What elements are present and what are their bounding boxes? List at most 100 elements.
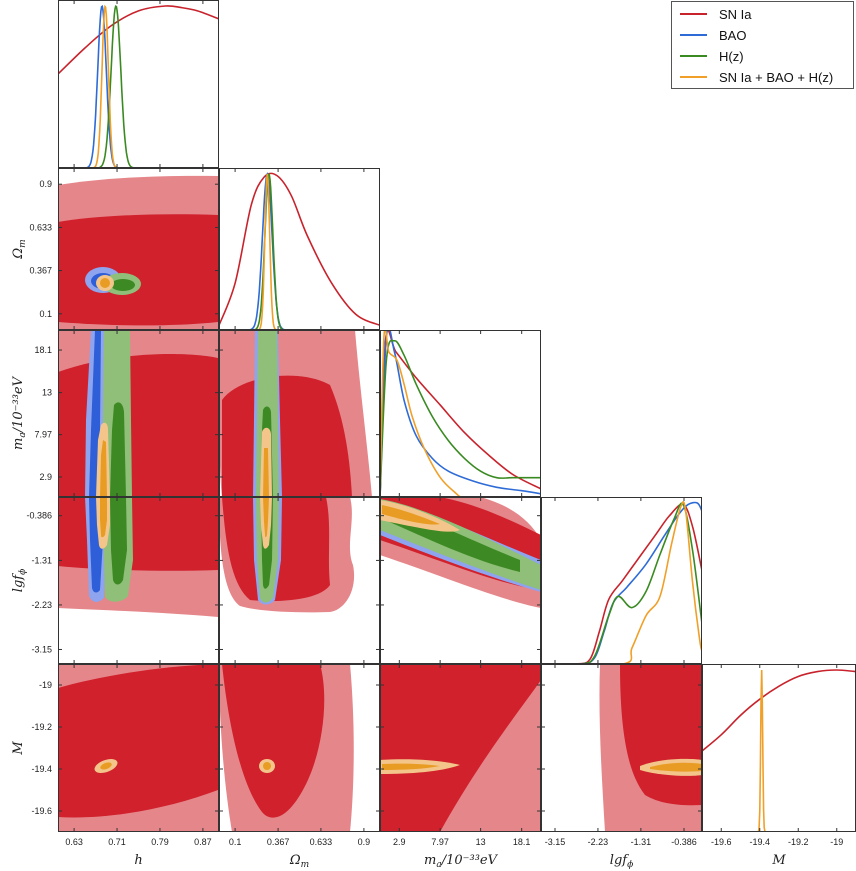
marginal-lgf-h-z- — [541, 502, 702, 664]
x-tick-label-Om: 0.367 — [267, 837, 290, 847]
x-tick-label-lgf: -1.31 — [631, 837, 652, 847]
joint-contour-68 — [100, 278, 110, 288]
panel-frame-4-4 — [702, 664, 856, 832]
contour-panel-om-h — [58, 175, 218, 330]
joint-contour-68 — [650, 762, 702, 772]
x-axis-label-Om: Ωm — [289, 853, 309, 870]
y-axis-label-lgf: lgfϕ — [11, 569, 28, 592]
panel-frame-0-0 — [58, 0, 219, 168]
sn-contour-68 — [222, 375, 352, 497]
sn-contour-68 — [222, 664, 325, 818]
x-tick-label-Om: 0.1 — [229, 837, 242, 847]
x-tick-label-h: 0.71 — [108, 837, 126, 847]
x-tick-label-h: 0.79 — [151, 837, 169, 847]
contour-panel-lgf-om — [219, 497, 355, 613]
legend: SN Ia BAO H(z) SN Ia + BAO + H(z) — [671, 1, 854, 89]
x-tick-label-M: -19.6 — [711, 837, 732, 847]
joint-contour-68 — [100, 497, 107, 538]
legend-swatch-joint — [680, 76, 707, 78]
panel-frame-3-3 — [541, 497, 702, 664]
panel-frame-3-2 — [380, 497, 541, 664]
x-axis-label-ma: ma/10⁻³³eV — [424, 853, 499, 870]
y-axis-label-M: M — [11, 741, 26, 756]
contour-panel-m-ma — [380, 664, 541, 832]
marginal-Om-sn-ia-bao-h-z- — [219, 173, 380, 330]
joint-contour-68 — [100, 440, 107, 497]
y-tick-label-lgf: -1.31 — [31, 555, 52, 565]
joint-contour-68 — [263, 497, 269, 538]
hz-contour-68 — [110, 497, 127, 585]
sn-contour-68 — [58, 353, 218, 497]
y-tick-label-M: -19.4 — [31, 764, 52, 774]
legend-entry-bao: BAO — [680, 26, 746, 44]
x-tick-label-M: -19.2 — [788, 837, 809, 847]
x-tick-label-Om: 0.9 — [358, 837, 371, 847]
x-tick-label-ma: 18.1 — [513, 837, 531, 847]
sn-contour-68 — [58, 214, 218, 326]
y-tick-label-ma: 2.9 — [39, 472, 52, 482]
panel-frame-4-0 — [58, 664, 219, 832]
panel-frame-1-0 — [58, 168, 219, 330]
marginal-M-sn-ia-bao-h-z- — [702, 669, 856, 832]
panel-frame-2-0 — [58, 330, 219, 497]
legend-swatch-sn — [680, 13, 707, 15]
contour-panel-m-om — [219, 664, 354, 832]
y-tick-label-Om: 0.9 — [39, 179, 52, 189]
legend-entry-joint: SN Ia + BAO + H(z) — [680, 68, 833, 86]
x-tick-label-h: 0.87 — [194, 837, 212, 847]
y-tick-label-M: -19.6 — [31, 806, 52, 816]
marginal-h-sn-ia — [58, 5, 219, 75]
contour-panel-m-h — [58, 664, 218, 832]
joint-contour-68 — [382, 505, 440, 525]
panel-frame-4-2 — [380, 664, 541, 832]
panel-frame-1-1 — [219, 168, 380, 330]
x-tick-label-Om: 0.633 — [310, 837, 333, 847]
joint-contour-68 — [263, 448, 269, 497]
x-tick-label-lgf: -0.386 — [671, 837, 697, 847]
legend-label-bao: BAO — [719, 27, 747, 43]
x-tick-label-lgf: -2.23 — [588, 837, 609, 847]
panel-frame-4-3 — [541, 664, 702, 832]
x-tick-label-ma: 13 — [476, 837, 486, 847]
x-tick-label-M: -19 — [830, 837, 843, 847]
y-tick-label-M: -19 — [39, 680, 52, 690]
marginal-ma-sn-ia-bao-h-z- — [380, 330, 461, 497]
x-axis-label-M: M — [771, 853, 786, 868]
y-tick-label-ma: 13 — [42, 388, 52, 398]
marginal-lgf-bao — [541, 501, 702, 664]
marginal-h-sn-ia-bao-h-z- — [58, 4, 219, 168]
axis-ticks: 0.63 0.71 0.79 0.87 0.1 0.367 0.633 0.9 2.9 7.97 1… — [26, 0, 843, 847]
marginal-M-sn-ia — [702, 669, 856, 752]
marginal-ma-h-z- — [380, 339, 541, 497]
sn-contour-68 — [380, 664, 541, 832]
legend-label-hz: H(z) — [719, 48, 744, 64]
y-axis-label-ma: ma/10⁻³³eV — [11, 375, 28, 450]
legend-label-joint: SN Ia + BAO + H(z) — [719, 69, 834, 85]
hz-contour-68 — [111, 279, 135, 291]
sn-contour-68 — [58, 664, 218, 818]
x-axis-label-h: h — [134, 853, 142, 868]
x-tick-label-M: -19.4 — [749, 837, 770, 847]
sn-contour-68 — [58, 497, 218, 571]
marginal-lgf-sn-ia — [541, 503, 702, 664]
panel-frame-3-0 — [58, 497, 219, 664]
marginal-Om-sn-ia — [219, 172, 380, 327]
marginal-h-h-z- — [58, 4, 219, 168]
y-tick-label-Om: 0.1 — [39, 309, 52, 319]
contour-panel-ma-om — [219, 330, 372, 497]
x-tick-label-h: 0.63 — [65, 837, 83, 847]
joint-contour-68 — [382, 763, 440, 770]
marginal-lgf-sn-ia-bao-h-z- — [541, 501, 702, 664]
joint-contour-95 — [380, 500, 460, 532]
y-tick-label-lgf: -0.386 — [26, 511, 52, 521]
x-tick-label-ma: 7.97 — [431, 837, 449, 847]
panel-frame-3-1 — [219, 497, 380, 664]
y-tick-label-ma: 7.97 — [34, 430, 52, 440]
marginal-h-bao — [58, 5, 219, 168]
contour-panel-m-lgf — [599, 664, 702, 832]
y-tick-label-Om: 0.367 — [29, 266, 52, 276]
marginal-Om-h-z- — [219, 172, 380, 330]
contour-panel-lgf-ma — [380, 497, 541, 608]
legend-swatch-bao — [680, 34, 707, 36]
